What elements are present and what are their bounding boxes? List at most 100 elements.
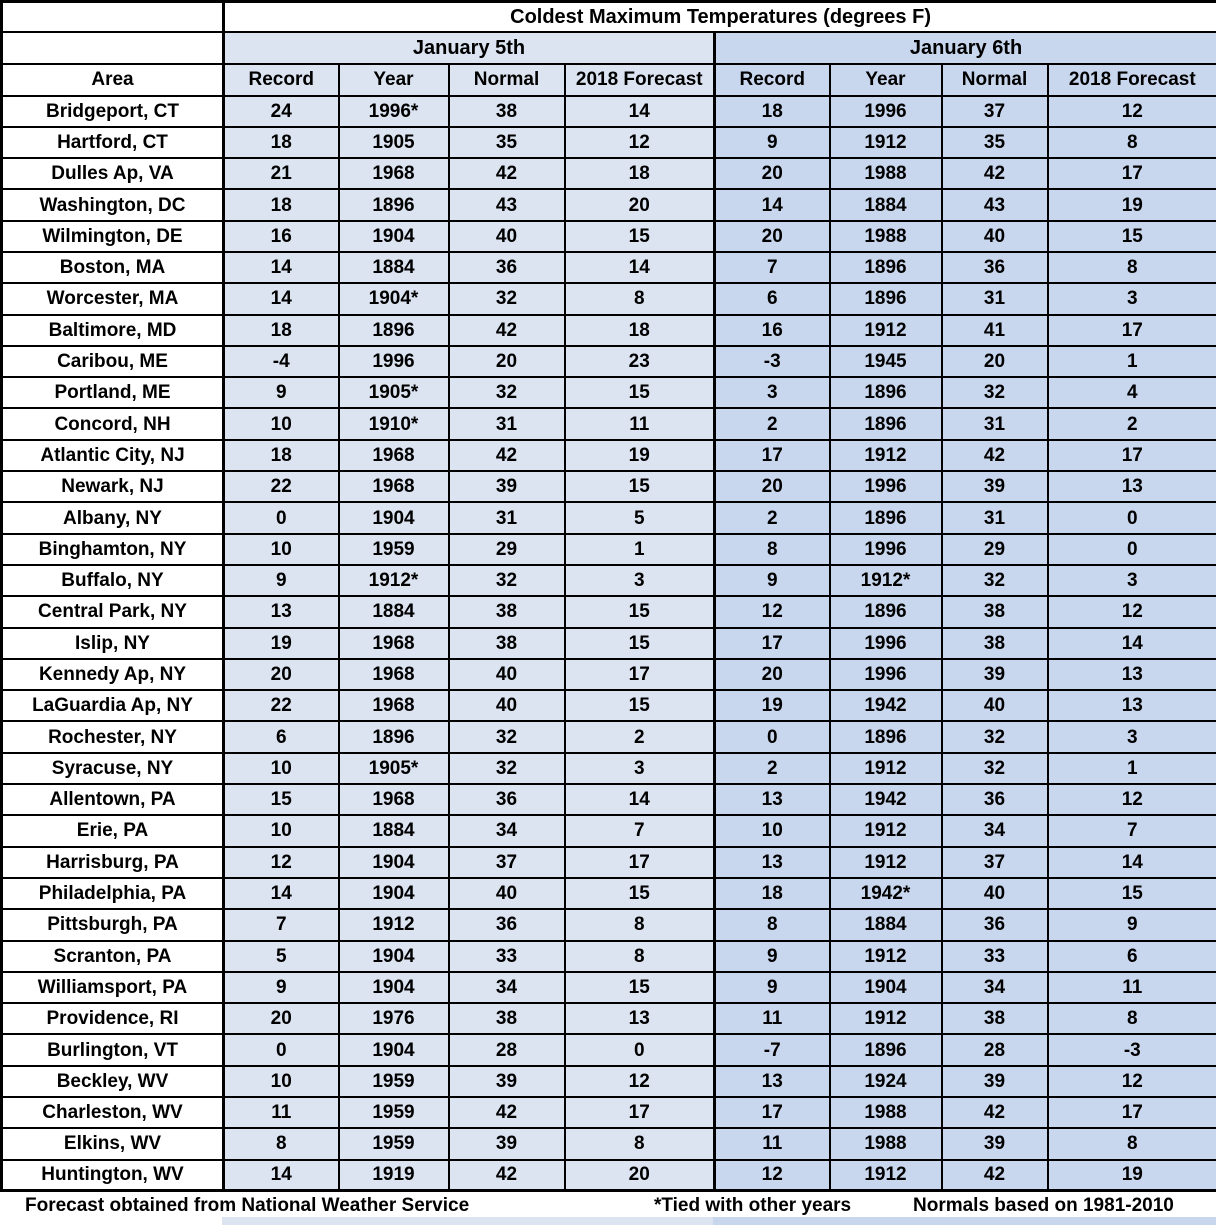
area-cell: Erie, PA <box>2 815 224 846</box>
jan5-value-cell: 40 <box>449 878 565 909</box>
jan6-value-cell: 34 <box>942 972 1048 1003</box>
jan5-value-cell: 18 <box>565 158 715 189</box>
jan5-value-cell: 15 <box>565 221 715 252</box>
area-cell: Kennedy Ap, NY <box>2 659 224 690</box>
group-header-january-5th: January 5th <box>224 32 715 64</box>
jan5-value-cell: 14 <box>224 1160 339 1191</box>
jan6-value-cell: 13 <box>1048 690 1216 721</box>
jan5-value-cell: 15 <box>565 471 715 502</box>
jan5-value-cell: 20 <box>565 1160 715 1191</box>
jan6-value-cell: 36 <box>942 784 1048 815</box>
jan6-value-cell: 1988 <box>830 158 942 189</box>
jan5-value-cell: 5 <box>224 941 339 972</box>
jan5-value-cell: 1968 <box>339 690 449 721</box>
area-cell: Harrisburg, PA <box>2 847 224 878</box>
partial-next-row <box>222 1217 1216 1225</box>
column-header-normal-jan5: Normal <box>449 64 565 96</box>
jan5-value-cell: 40 <box>449 690 565 721</box>
jan6-value-cell: 1912* <box>830 565 942 596</box>
jan5-value-cell: 11 <box>565 408 715 439</box>
jan6-value-cell: 1912 <box>830 1003 942 1034</box>
jan6-value-cell: 39 <box>942 471 1048 502</box>
jan6-value-cell: 34 <box>942 815 1048 846</box>
jan6-value-cell: 9 <box>1048 909 1216 940</box>
jan5-value-cell: 8 <box>565 941 715 972</box>
area-cell: Dulles Ap, VA <box>2 158 224 189</box>
column-header-forecast-jan6: 2018 Forecast <box>1048 64 1216 96</box>
jan6-value-cell: -3 <box>715 346 830 377</box>
jan5-value-cell: 1968 <box>339 628 449 659</box>
jan5-value-cell: 1959 <box>339 534 449 565</box>
jan5-value-cell: 1968 <box>339 659 449 690</box>
jan5-value-cell: 22 <box>224 471 339 502</box>
jan6-value-cell: 29 <box>942 534 1048 565</box>
jan5-value-cell: 14 <box>565 784 715 815</box>
area-cell: Washington, DC <box>2 189 224 220</box>
footnote-normals: Normals based on 1981-2010 <box>913 1195 1174 1217</box>
area-cell: Buffalo, NY <box>2 565 224 596</box>
jan5-value-cell: 1919 <box>339 1160 449 1191</box>
jan5-value-cell: 1896 <box>339 721 449 752</box>
jan5-value-cell: 42 <box>449 315 565 346</box>
jan6-value-cell: 16 <box>715 315 830 346</box>
jan5-value-cell: 1884 <box>339 252 449 283</box>
jan6-value-cell: 8 <box>715 909 830 940</box>
jan5-value-cell: 8 <box>565 1128 715 1159</box>
jan5-value-cell: 36 <box>449 909 565 940</box>
jan5-value-cell: 1884 <box>339 596 449 627</box>
footnote-tied: *Tied with other years <box>654 1195 851 1217</box>
jan6-value-cell: 1912 <box>830 440 942 471</box>
area-cell: Bridgeport, CT <box>2 96 224 127</box>
jan6-value-cell: 3 <box>1048 283 1216 314</box>
jan5-value-cell: 1904 <box>339 941 449 972</box>
jan5-value-cell: 1904* <box>339 283 449 314</box>
jan6-value-cell: 13 <box>715 784 830 815</box>
blank-cell <box>2 32 224 64</box>
area-cell: Islip, NY <box>2 628 224 659</box>
jan5-value-cell: 34 <box>449 815 565 846</box>
jan5-value-cell: 0 <box>224 1034 339 1065</box>
jan6-value-cell: 0 <box>1048 502 1216 533</box>
area-cell: Charleston, WV <box>2 1097 224 1128</box>
area-cell: Newark, NJ <box>2 471 224 502</box>
jan6-value-cell: 4 <box>1048 377 1216 408</box>
area-cell: Hartford, CT <box>2 127 224 158</box>
area-cell: Worcester, MA <box>2 283 224 314</box>
jan5-value-cell: 43 <box>449 189 565 220</box>
jan6-value-cell: 39 <box>942 659 1048 690</box>
jan6-value-cell: 11 <box>1048 972 1216 1003</box>
jan5-value-cell: 42 <box>449 158 565 189</box>
jan5-value-cell: 10 <box>224 1066 339 1097</box>
jan6-value-cell: 8 <box>715 534 830 565</box>
jan6-value-cell: 9 <box>715 941 830 972</box>
jan5-value-cell: 1904 <box>339 1034 449 1065</box>
jan5-value-cell: 9 <box>224 972 339 1003</box>
jan6-value-cell: 1896 <box>830 1034 942 1065</box>
jan5-value-cell: 1884 <box>339 815 449 846</box>
jan5-value-cell: 8 <box>224 1128 339 1159</box>
jan5-value-cell: 32 <box>449 283 565 314</box>
jan6-value-cell: 31 <box>942 283 1048 314</box>
jan5-value-cell: 42 <box>449 1160 565 1191</box>
jan6-value-cell: 33 <box>942 941 1048 972</box>
jan5-value-cell: 20 <box>449 346 565 377</box>
jan6-value-cell: 19 <box>1048 189 1216 220</box>
jan5-value-cell: 11 <box>224 1097 339 1128</box>
jan6-value-cell: 15 <box>1048 878 1216 909</box>
jan5-value-cell: 1968 <box>339 440 449 471</box>
jan6-value-cell: 35 <box>942 127 1048 158</box>
jan6-value-cell: 36 <box>942 252 1048 283</box>
area-cell: Allentown, PA <box>2 784 224 815</box>
jan5-value-cell: 42 <box>449 440 565 471</box>
